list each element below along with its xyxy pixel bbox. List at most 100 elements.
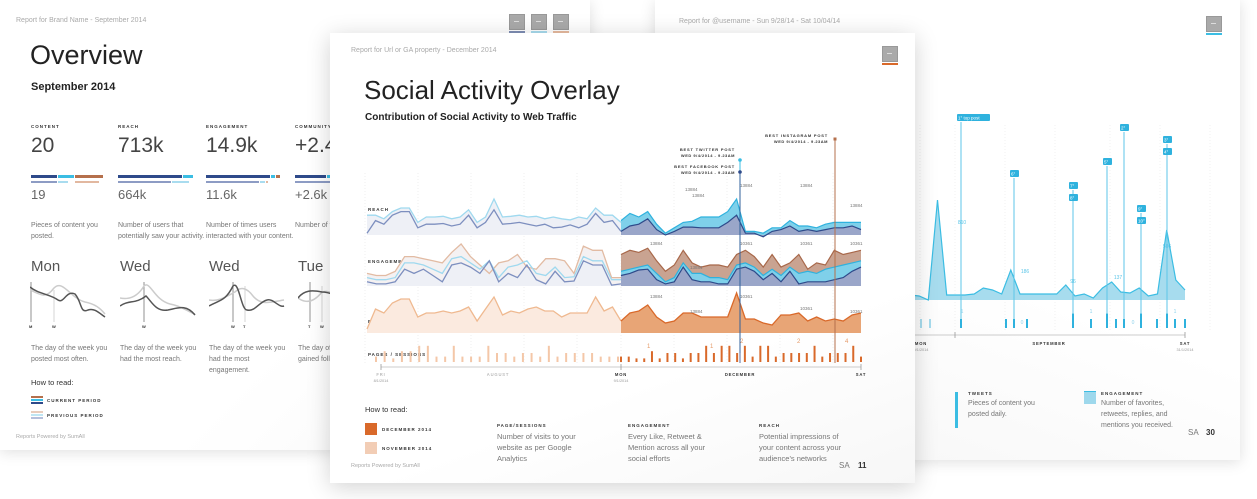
- tweet-bar: [1026, 319, 1028, 328]
- legend-title-tweets: TWEETS: [968, 391, 993, 396]
- sessions-prev-bar: [539, 356, 542, 362]
- reach-prev-twitter-line: [367, 197, 622, 224]
- stat-previous-value: 11.6k: [206, 187, 237, 202]
- legend-swatch-previous: [31, 411, 43, 419]
- peak-label: 137: [1114, 275, 1123, 281]
- page-thumbnail-1[interactable]: [509, 14, 525, 30]
- day-name: Tue: [298, 258, 324, 275]
- sessions-cur-bar: [782, 353, 785, 362]
- tweet-bar: [920, 319, 922, 328]
- stat-label: COMMUNITY: [295, 124, 332, 129]
- sessions-cur-bar: [658, 358, 661, 362]
- legend-label-current: CURRENT PERIOD: [47, 398, 102, 403]
- tweet-bar: [1013, 319, 1015, 328]
- sessions-cur-bar: [836, 353, 839, 362]
- report-footer: Reports Powered by SumAll: [351, 463, 420, 469]
- reach-prev-facebook-line: [366, 208, 622, 234]
- stat-description: Number of users that potentially saw you…: [118, 222, 205, 240]
- reach-cur-facebook-line: [620, 214, 862, 238]
- tweet-bar: [1174, 319, 1176, 328]
- reach-cur-twitter-line: [620, 197, 861, 234]
- post-marker-label: 9°: [1138, 206, 1143, 211]
- x-axis-label: FRI: [376, 372, 385, 377]
- tweet-bar: [1140, 313, 1142, 328]
- annotation-title: BEST FACEBOOK POST: [674, 164, 735, 169]
- tweet-bar: [1123, 319, 1125, 328]
- engagement-cur-instagram-line: [620, 247, 862, 273]
- x-axis-sublabel: 8/1/2014: [374, 379, 389, 383]
- sessions-prev-bar: [435, 356, 438, 362]
- sessions-cur-bar: [774, 356, 777, 362]
- post-marker-label: 5°: [1104, 159, 1109, 164]
- sessions-prev-bar: [565, 353, 568, 362]
- page-title: Social Activity Overlay: [364, 75, 620, 105]
- instagram-post-marker-dot: [833, 137, 837, 141]
- reach-prev-area: [367, 199, 621, 235]
- page-title: Overview: [30, 40, 143, 70]
- post-marker-label: 8°: [1070, 195, 1075, 200]
- page-thumbnail[interactable]: [1206, 16, 1222, 32]
- sessions-prev-bar: [452, 345, 455, 362]
- social-activity-overlay-page[interactable]: Report for Url or GA property - December…: [330, 33, 915, 483]
- page-thumbnail-3[interactable]: [553, 14, 569, 30]
- annotation-title: BEST INSTAGRAM POST: [765, 133, 828, 138]
- engagement-cur-facebook-line: [620, 266, 862, 285]
- stat-description: Number of times users interacted with yo…: [206, 222, 294, 240]
- page-thumbnail-2[interactable]: [531, 14, 547, 30]
- post-marker-label: 1° top post: [958, 115, 980, 120]
- sessions-prev-bar: [470, 356, 473, 362]
- annotation-title: BEST TWITTER POST: [680, 147, 735, 152]
- post-marker-badge: [1069, 182, 1078, 189]
- engagement-value-label: 13884: [650, 241, 663, 246]
- tweets-legend-swatch: [955, 392, 958, 428]
- pageviews-prev-line: [366, 295, 622, 330]
- engagement-prev-twitter-line: [366, 255, 621, 281]
- report-header: Report for Url or GA property - December…: [351, 47, 497, 54]
- post-marker-label: 7°: [1070, 183, 1075, 188]
- tweet-bar: [929, 319, 931, 328]
- sessions-prev-bar: [400, 351, 403, 362]
- engagement-area: [910, 200, 1185, 300]
- sessions-cur-bar: [829, 353, 832, 362]
- thumbnail-underline: [882, 63, 898, 65]
- sessions-cur-bar: [666, 353, 669, 362]
- tweet-bar: [960, 319, 962, 328]
- tweet-bar: [1005, 319, 1007, 328]
- row-label: REACH: [368, 207, 389, 212]
- pageviews-value-label: 10361: [850, 309, 863, 314]
- pageviews-value-label: 13884: [690, 309, 703, 314]
- engagement-value-label: 13884: [690, 265, 703, 270]
- sessions-prev-bar: [608, 356, 611, 362]
- peak-label: 506: [1163, 244, 1172, 250]
- sessions-cur-bar: [720, 345, 723, 362]
- tweet-bar: [1184, 319, 1186, 328]
- page-number: 11: [858, 461, 867, 470]
- reach-value-label: 13884: [800, 183, 813, 188]
- sessions-cur-bar: [689, 353, 692, 362]
- page-thumbnail[interactable]: [882, 46, 898, 62]
- tweet-bar: [1106, 313, 1108, 328]
- legend-label-november: NOVEMBER 2014: [382, 446, 433, 451]
- sessions-prev-bar: [556, 356, 559, 362]
- annotation-date: WED 9/4/2014 - 9.23AM: [681, 170, 735, 175]
- engagement-legend-swatch: [1084, 391, 1096, 404]
- sessions-prev-bar: [582, 353, 585, 362]
- post-marker-badge: [1120, 124, 1129, 131]
- day-description: The day of the week you posted most ofte…: [31, 345, 108, 363]
- sessions-cur-bar: [697, 353, 700, 362]
- engagement-value-label: 10361: [740, 241, 753, 246]
- sessions-prev-bar: [496, 353, 498, 362]
- sessions-prev-bar: [383, 351, 386, 362]
- sessions-cur-bar: [798, 353, 801, 362]
- sessions-prev-bar: [547, 345, 550, 362]
- legend-text-engagement: Number of favorites, retweets, replies, …: [1101, 400, 1173, 429]
- stat-value: 20: [31, 134, 55, 157]
- sessions-value-label: 2: [797, 339, 801, 345]
- definition-title: PAGE/SESSIONS: [497, 423, 547, 428]
- stat-label: CONTENT: [31, 124, 60, 129]
- legend-label-december: DECEMBER 2014: [382, 427, 433, 432]
- sessions-cur-bar: [643, 358, 646, 362]
- stat-label: ENGAGEMENT: [206, 124, 249, 129]
- sessions-cur-bar: [674, 353, 677, 362]
- definition-text: Potential impressions of your content ac…: [759, 432, 842, 463]
